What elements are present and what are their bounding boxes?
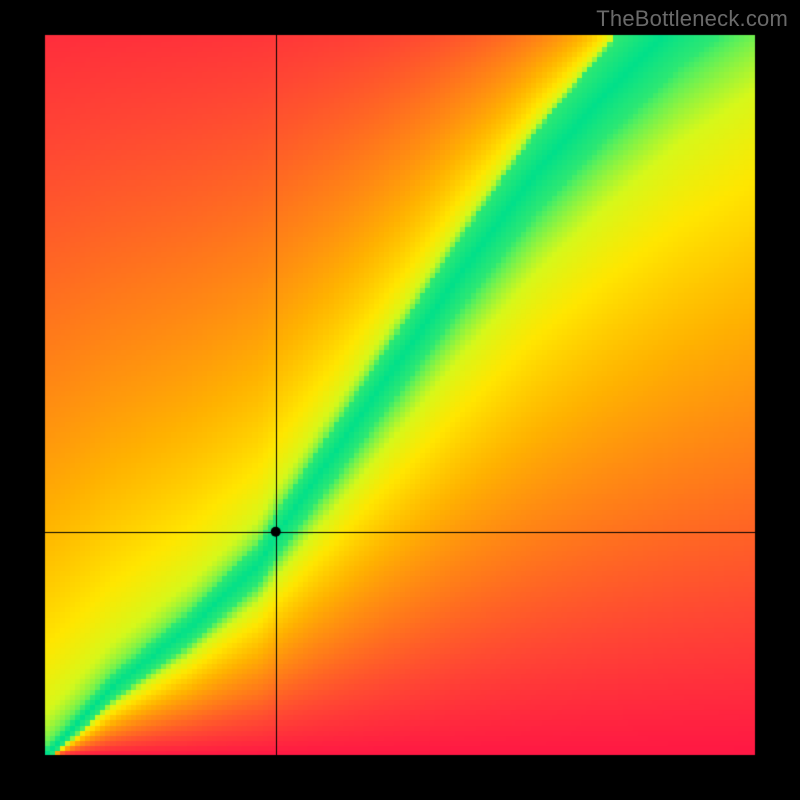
chart-container: TheBottleneck.com xyxy=(0,0,800,800)
watermark-label: TheBottleneck.com xyxy=(596,6,788,32)
heatmap-canvas xyxy=(0,0,800,800)
